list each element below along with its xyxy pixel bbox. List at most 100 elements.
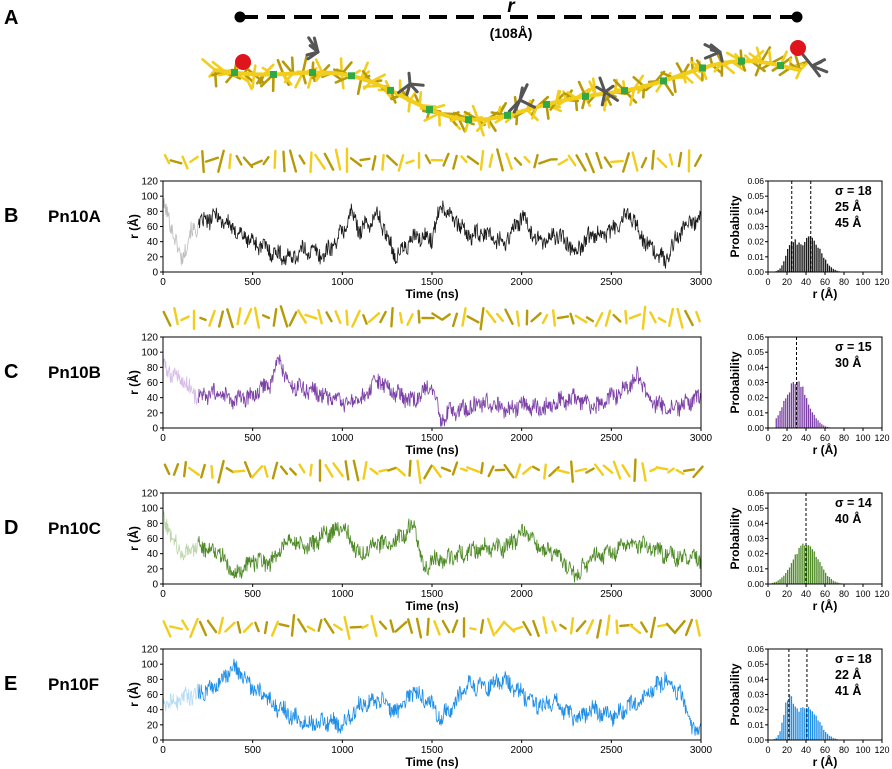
snapshot-stick	[406, 313, 414, 326]
histogram-bar	[794, 706, 796, 740]
snapshot-stick	[288, 149, 298, 173]
histogram-bar	[779, 731, 781, 740]
hist-y-tick-label: 0.05	[747, 503, 764, 513]
snapshot-stick	[390, 306, 394, 328]
snapshot-stick	[189, 155, 199, 164]
equilibration-trace	[162, 198, 199, 266]
snapshot-stick	[323, 617, 335, 634]
y-tick-label: 100	[141, 504, 158, 515]
grey-residue-stick	[407, 71, 412, 86]
snapshot-stick	[198, 620, 208, 637]
snapshot-stick	[622, 152, 630, 173]
plot-frame	[162, 180, 702, 273]
histogram-bar	[800, 386, 802, 428]
snapshot-stick	[567, 154, 577, 167]
x-tick-label: 3000	[690, 433, 713, 444]
panel-letter: D	[4, 517, 18, 539]
snapshot-stick	[163, 154, 171, 165]
conformation-snapshot-strip	[163, 147, 703, 174]
histogram-bar	[811, 237, 813, 272]
y-tick-label: 0	[152, 268, 158, 279]
histogram-bar	[832, 737, 834, 740]
snapshot-stick	[361, 623, 369, 629]
y-tick-label: 20	[147, 720, 159, 731]
snapshot-stick	[665, 622, 677, 635]
snapshot-stick	[603, 156, 613, 169]
hist-y-tick-label: 0.04	[747, 362, 764, 372]
x-tick-label: 0	[160, 277, 166, 288]
hist-y-axis-label: Probability	[728, 663, 742, 725]
hist-y-tick-label: 0.02	[747, 705, 764, 715]
snapshot-stick	[585, 316, 595, 323]
x-tick-label: 3000	[690, 589, 713, 600]
histogram-bar	[809, 236, 812, 272]
histogram-annotation: 41 Å	[835, 683, 861, 698]
snapshot-stick	[495, 312, 505, 322]
snapshot-stick	[667, 467, 675, 474]
snapshot-stick	[406, 618, 414, 634]
y-tick-label: 20	[147, 252, 159, 263]
hist-y-tick-label: 0.05	[747, 191, 764, 201]
hist-y-tick-label: 0.06	[747, 176, 764, 186]
grey-residue-stick	[703, 43, 722, 54]
histogram-bar	[788, 694, 791, 740]
snapshot-stick	[595, 151, 603, 170]
snapshot-stick	[677, 151, 683, 168]
snapshot-stick	[628, 623, 642, 635]
snapshot-stick	[633, 458, 637, 482]
green-residue-block	[426, 106, 433, 114]
conformation-snapshot-strip	[163, 458, 704, 485]
histogram-annotation: 45 Å	[835, 215, 861, 230]
snapshot-stick	[655, 466, 669, 471]
grey-residue-stick	[801, 52, 814, 68]
peptide-name: Pn10A	[48, 207, 101, 226]
snapshot-stick	[441, 619, 451, 634]
snapshot-stick	[297, 309, 307, 324]
histogram-bar	[817, 247, 819, 272]
snapshot-stick	[389, 619, 395, 633]
histogram-bar	[790, 563, 793, 584]
sidechain-stick	[276, 58, 285, 76]
hist-x-tick-label: 20	[782, 433, 792, 443]
sidechain-stick	[471, 104, 480, 122]
y-tick-label: 100	[141, 660, 158, 671]
snapshot-stick	[674, 619, 686, 634]
snapshot-stick	[610, 159, 624, 164]
snapshot-stick	[217, 310, 225, 328]
snapshot-stick	[334, 310, 342, 325]
snapshot-stick	[173, 307, 179, 326]
snapshot-stick	[442, 152, 450, 167]
snapshot-stick	[250, 465, 264, 479]
snapshot-stick	[405, 159, 415, 165]
histogram-bar	[792, 559, 794, 584]
green-residue-block	[270, 70, 277, 78]
snapshot-stick	[309, 151, 313, 174]
snapshot-stick	[466, 315, 480, 324]
hist-x-tick-label: 40	[801, 433, 811, 443]
histogram-bar	[806, 545, 808, 584]
histogram-bar	[802, 707, 804, 740]
histogram-bar	[806, 707, 808, 740]
green-residue-block	[621, 87, 628, 95]
histogram-bar	[819, 561, 821, 584]
histogram-bar	[798, 242, 800, 272]
histogram-bar	[807, 545, 810, 584]
green-residue-block	[231, 69, 238, 77]
green-residue-block	[699, 64, 706, 72]
histogram-bar	[783, 714, 785, 740]
snapshot-stick	[325, 311, 333, 323]
snapshot-stick	[440, 466, 452, 473]
distance-endpoint-left	[234, 11, 246, 23]
hist-x-tick-label: 0	[765, 589, 770, 599]
snapshot-stick	[199, 316, 207, 322]
snapshot-stick	[641, 462, 647, 482]
histogram-bar	[781, 265, 783, 272]
x-axis-label: Time (ns)	[405, 755, 458, 769]
snapshot-stick	[460, 155, 468, 164]
histogram-bar	[832, 580, 834, 584]
histogram-bar	[825, 259, 827, 272]
histogram-bar	[804, 394, 806, 428]
x-tick-label: 1000	[331, 745, 354, 756]
